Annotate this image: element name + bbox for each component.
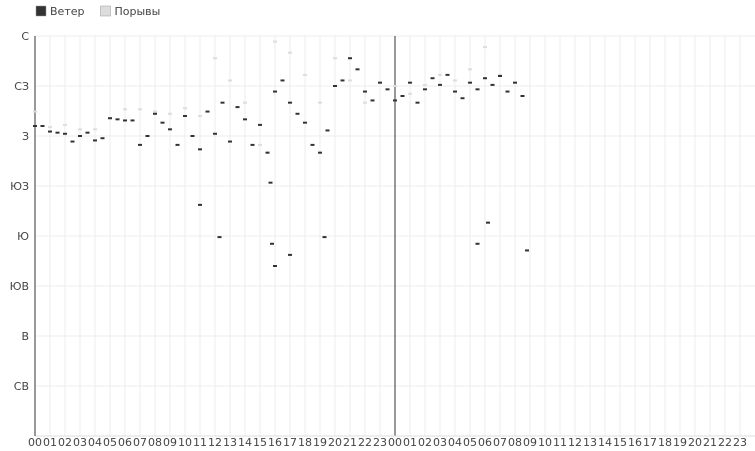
x-tick-label: 02 xyxy=(418,436,432,449)
x-tick-label: 18 xyxy=(658,436,672,449)
x-tick-label: 07 xyxy=(133,436,147,449)
x-tick-label: 13 xyxy=(223,436,237,449)
x-tick-label: 19 xyxy=(313,436,327,449)
x-tick-label: 09 xyxy=(163,436,177,449)
x-tick-label: 15 xyxy=(253,436,267,449)
x-tick-label: 10 xyxy=(538,436,552,449)
y-tick-label: С xyxy=(21,30,29,43)
x-tick-label: 05 xyxy=(463,436,477,449)
x-tick-label: 01 xyxy=(43,436,57,449)
x-tick-label: 23 xyxy=(733,436,747,449)
x-tick-label: 14 xyxy=(598,436,612,449)
x-tick-label: 08 xyxy=(148,436,162,449)
legend-label: Ветер xyxy=(50,5,84,18)
x-tick-label: 23 xyxy=(373,436,387,449)
x-tick-label: 02 xyxy=(58,436,72,449)
x-tick-label: 12 xyxy=(208,436,222,449)
y-tick-label: ЮЗ xyxy=(10,180,29,193)
x-tick-label: 11 xyxy=(553,436,567,449)
x-tick-label: 09 xyxy=(523,436,537,449)
x-tick-label: 17 xyxy=(283,436,297,449)
x-tick-label: 12 xyxy=(568,436,582,449)
x-tick-label: 11 xyxy=(193,436,207,449)
legend-swatch xyxy=(35,5,47,17)
x-tick-label: 20 xyxy=(328,436,342,449)
x-tick-label: 10 xyxy=(178,436,192,449)
x-tick-label: 18 xyxy=(298,436,312,449)
x-tick-label: 21 xyxy=(343,436,357,449)
x-tick-label: 16 xyxy=(268,436,282,449)
x-tick-label: 15 xyxy=(613,436,627,449)
x-tick-label: 22 xyxy=(358,436,372,449)
x-tick-label: 01 xyxy=(403,436,417,449)
x-tick-label: 22 xyxy=(718,436,732,449)
x-tick-label: 03 xyxy=(73,436,87,449)
legend: Ветер Порывы xyxy=(35,5,160,18)
y-tick-label: СЗ xyxy=(14,80,29,93)
x-tick-label: 17 xyxy=(643,436,657,449)
legend-label: Порывы xyxy=(114,5,160,18)
x-tick-label: 20 xyxy=(688,436,702,449)
x-tick-label: 14 xyxy=(238,436,252,449)
x-tick-label: 04 xyxy=(448,436,462,449)
y-tick-label: З xyxy=(22,130,29,143)
x-tick-label: 21 xyxy=(703,436,717,449)
x-tick-label: 04 xyxy=(88,436,102,449)
x-tick-label: 08 xyxy=(508,436,522,449)
x-tick-label: 00 xyxy=(388,436,402,449)
x-tick-label: 06 xyxy=(478,436,492,449)
x-tick-label: 16 xyxy=(628,436,642,449)
y-tick-label: В xyxy=(21,330,29,343)
x-tick-label: 07 xyxy=(493,436,507,449)
x-tick-label: 00 xyxy=(28,436,42,449)
y-tick-label: СВ xyxy=(14,380,29,393)
legend-swatch xyxy=(100,5,111,17)
x-tick-label: 19 xyxy=(673,436,687,449)
y-tick-label: Ю xyxy=(17,230,29,243)
x-tick-label: 13 xyxy=(583,436,597,449)
y-tick-label: ЮВ xyxy=(10,280,29,293)
x-tick-label: 03 xyxy=(433,436,447,449)
x-tick-label: 05 xyxy=(103,436,117,449)
x-tick-label: 06 xyxy=(118,436,132,449)
